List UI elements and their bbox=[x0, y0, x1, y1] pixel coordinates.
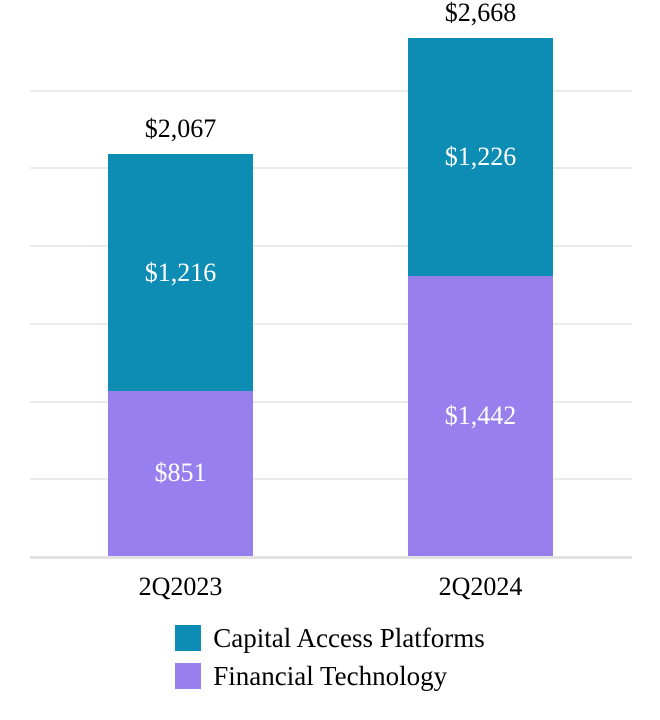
bar-total-label: $2,668 bbox=[444, 0, 517, 27]
bar-segment-financial-technology: $851 bbox=[108, 390, 253, 556]
x-axis-label: 2Q2024 bbox=[438, 572, 523, 601]
bar-segment-value-label: $1,226 bbox=[444, 142, 517, 171]
legend: Capital Access Platforms Financial Techn… bbox=[0, 623, 660, 691]
bar-segment-value-label: $1,216 bbox=[144, 257, 217, 287]
gridline bbox=[30, 89, 632, 92]
gridline bbox=[30, 478, 632, 481]
bar-segment-value-label: $851 bbox=[154, 458, 207, 488]
legend-label: Capital Access Platforms bbox=[213, 623, 485, 653]
x-axis-label: 2Q2023 bbox=[138, 572, 223, 601]
legend-item-financial-technology: Financial Technology bbox=[175, 661, 447, 691]
legend-label: Financial Technology bbox=[213, 661, 448, 691]
bar-segment-capital-access-platforms: $1,216 bbox=[108, 154, 253, 391]
plot-area: $2,067 $1,216 $851 $2,668 $1,226 $1,442 bbox=[30, 0, 632, 559]
gridline bbox=[30, 400, 632, 403]
x-axis-line bbox=[30, 556, 632, 559]
gridline bbox=[30, 245, 632, 248]
gridline bbox=[30, 322, 632, 325]
legend-swatch-purple-icon bbox=[175, 663, 202, 689]
bar-segment-value-label: $1,442 bbox=[444, 401, 517, 430]
bar-segment-financial-technology: $1,442 bbox=[408, 276, 553, 556]
bar-group-2q2024: $2,668 $1,226 $1,442 bbox=[408, 0, 553, 556]
legend-items: Capital Access Platforms Financial Techn… bbox=[175, 623, 485, 691]
gridline bbox=[30, 167, 632, 170]
bar-segment-capital-access-platforms: $1,226 bbox=[408, 38, 553, 277]
legend-swatch-teal-icon bbox=[175, 625, 202, 651]
bar-group-2q2023: $2,067 $1,216 $851 bbox=[108, 0, 253, 556]
bar-total-label: $2,067 bbox=[144, 114, 217, 144]
legend-item-capital-access-platforms: Capital Access Platforms bbox=[175, 623, 485, 653]
